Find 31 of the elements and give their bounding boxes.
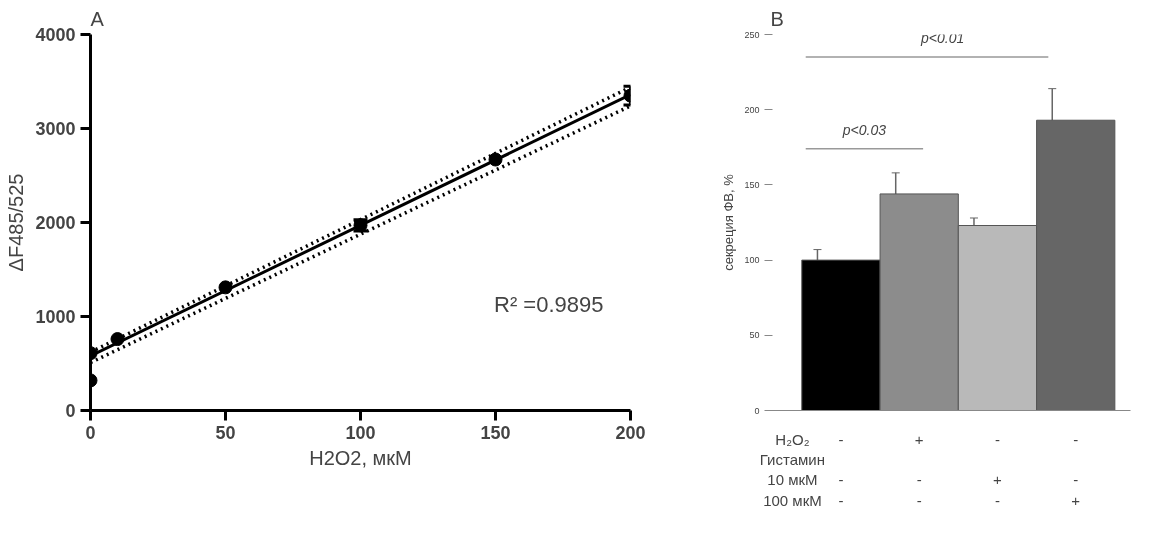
category-label: + - - [914,430,924,509]
x-tick-label: 200 [615,422,646,443]
x-tick-label: 0 [85,422,96,443]
y-axis-title: секреция ФВ, % [721,173,737,271]
x-axis-title: H2O2, мкМ [309,446,412,469]
category-label: - - - [838,430,844,509]
annotation: p<0.03 [841,121,887,138]
text: 100 мкМ [763,491,822,509]
y-tick-label: 4000 [35,25,76,45]
y-tick-label: 100 [744,255,760,266]
y-tick-label: 200 [744,104,760,115]
text: Гистамин [759,450,826,468]
chart-title: B [770,7,784,30]
y-tick-label: 2000 [35,213,76,233]
category-label: - + - [993,430,1002,509]
y-tick-label: 3000 [35,119,76,139]
y-tick-label: 50 [749,330,760,341]
x-tick-label: 100 [345,422,376,443]
y-tick-label: 250 [744,29,760,40]
text: 10 мкМ [767,471,818,489]
chart-title: A [90,7,105,30]
y-axis-title: ΔF485/525 [5,173,28,272]
y-tick-label: 0 [65,401,76,421]
y-tick-label: 0 [754,405,760,416]
category-label: - - + [1071,430,1081,509]
y-tick-label: 1000 [35,307,76,327]
text: H₂O₂ [775,430,810,448]
x-tick-label: 50 [215,422,236,443]
annotation: R² =0.9895 [494,291,604,317]
x-tick-label: 150 [480,422,511,443]
y-tick-label: 150 [744,179,760,190]
